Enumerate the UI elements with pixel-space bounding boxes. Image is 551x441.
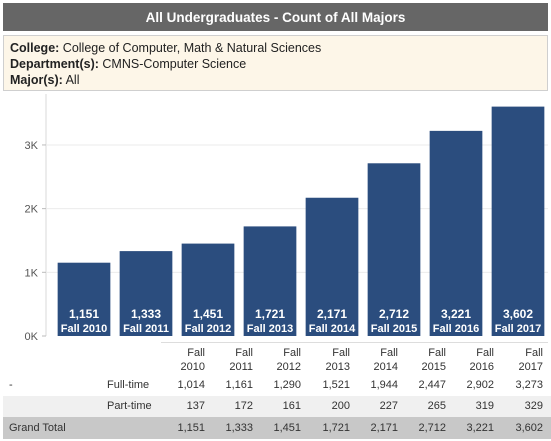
part-time-cell: 227 <box>379 400 398 412</box>
bar-value-label: 2,171 <box>317 307 347 321</box>
bar <box>367 163 421 336</box>
bar <box>181 243 235 336</box>
college-value: College of Computer, Math & Natural Scie… <box>62 41 322 55</box>
part-time-cell: 137 <box>186 400 205 412</box>
group-collapse-label[interactable]: - <box>9 379 13 391</box>
grand-total-cell: 3,602 <box>515 422 543 434</box>
year-header-year: 2011 <box>229 361 253 373</box>
part-time-cell: 200 <box>331 400 350 412</box>
grand-total-cell: 1,721 <box>322 422 350 434</box>
year-header-year: 2014 <box>373 361 398 373</box>
year-header-term: Fall <box>283 347 301 359</box>
department-filter: Department(s): CMNS-Computer Science <box>10 56 541 72</box>
year-header-term: Fall <box>187 347 205 359</box>
year-header-year: 2017 <box>518 361 543 373</box>
year-header: Fall 2010 <box>157 346 205 374</box>
year-header: Fall 2016 <box>446 346 494 374</box>
bar-value-label: 3,602 <box>503 307 533 321</box>
filter-summary: College: College of Computer, Math & Nat… <box>3 35 548 91</box>
year-header-term: Fall <box>525 347 543 359</box>
bar-value-label: 1,721 <box>255 307 285 321</box>
grand-total-cell: 3,221 <box>466 422 494 434</box>
year-header-term: Fall <box>235 347 253 359</box>
bar-value-label: 1,451 <box>193 307 223 321</box>
college-label: College: <box>10 41 60 55</box>
full-time-cell: 1,290 <box>273 379 301 391</box>
year-header: Fall 2017 <box>495 346 543 374</box>
year-header: Fall 2013 <box>302 346 350 374</box>
row-label-grand-total: Grand Total <box>9 422 66 434</box>
part-time-cell: 161 <box>282 400 301 412</box>
bar-category-label: Fall 2013 <box>247 323 293 335</box>
bar-category-label: Fall 2017 <box>495 323 541 335</box>
bar-value-label: 1,151 <box>69 307 99 321</box>
table-top-rule <box>161 342 548 343</box>
bar-category-label: Fall 2016 <box>433 323 479 335</box>
bar-category-label: Fall 2010 <box>61 323 107 335</box>
chart-title: All Undergraduates - Count of All Majors <box>3 3 548 31</box>
part-time-cell: 319 <box>475 400 494 412</box>
bar-category-label: Fall 2011 <box>123 323 169 335</box>
full-time-cell: 1,161 <box>225 379 253 391</box>
data-table: Fall 2010 Fall 2011 Fall 2012 Fall 2013 Fall 2014… <box>0 342 551 441</box>
row-label-part-time: Part-time <box>107 400 152 412</box>
table-row-part-time: Part-time 137 172 161 200 227 265 319 329 <box>3 396 551 417</box>
department-label: Department(s): <box>10 57 99 71</box>
year-header: Fall 2012 <box>253 346 301 374</box>
y-tick-label: 1K <box>25 267 39 279</box>
major-value: All <box>65 73 80 87</box>
full-time-cell: 2,902 <box>466 379 494 391</box>
full-time-cell: 1,521 <box>322 379 350 391</box>
year-header-year: 2013 <box>325 361 350 373</box>
year-header-year: 2016 <box>469 361 494 373</box>
grand-total-cell: 1,151 <box>177 422 205 434</box>
bar <box>119 251 173 336</box>
bar-value-label: 3,221 <box>441 307 471 321</box>
year-header-year: 2012 <box>276 361 301 373</box>
full-time-cell: 3,273 <box>515 379 543 391</box>
year-header: Fall 2014 <box>350 346 398 374</box>
bar-chart: 0K 1K 2K 3K 1,151 Fall 2010 1,333 Fall 2011 1,45… <box>25 94 548 343</box>
year-header-year: 2015 <box>421 361 446 373</box>
grand-total-cell: 2,712 <box>418 422 446 434</box>
grand-total-cell: 1,451 <box>273 422 301 434</box>
department-value: CMNS-Computer Science <box>102 57 247 71</box>
grand-total-cell: 1,333 <box>225 422 253 434</box>
year-header-term: Fall <box>380 347 398 359</box>
y-tick-label: 2K <box>25 204 39 216</box>
bar-chart-area: 0K 1K 2K 3K 1,151 Fall 2010 1,333 Fall 2011 1,45… <box>0 92 551 343</box>
bar <box>491 106 545 337</box>
row-label-full-time: Full-time <box>107 379 150 391</box>
part-time-cell: 265 <box>427 400 446 412</box>
part-time-cell: 172 <box>234 400 253 412</box>
part-time-cell: 329 <box>524 400 543 412</box>
major-label: Major(s): <box>10 73 63 87</box>
table-row-full-time: - Full-time 1,014 1,161 1,290 1,521 1,944 2,4… <box>3 375 551 396</box>
year-header: Fall 2011 <box>205 346 253 374</box>
bar-category-label: Fall 2014 <box>309 323 356 335</box>
bar-category-label: Fall 2012 <box>185 323 231 335</box>
table-row-grand-total: Grand Total 1,151 1,333 1,451 1,721 2,171 2,7… <box>3 417 551 439</box>
y-tick-label: 3K <box>25 140 39 152</box>
full-time-cell: 1,944 <box>370 379 398 391</box>
bar <box>57 262 111 336</box>
year-header-year: 2010 <box>180 361 205 373</box>
major-filter: Major(s): All <box>10 72 541 88</box>
full-time-cell: 2,447 <box>418 379 446 391</box>
year-header-term: Fall <box>476 347 494 359</box>
year-header-term: Fall <box>332 347 350 359</box>
bar <box>305 197 359 336</box>
bar <box>429 130 483 336</box>
bar-value-label: 1,333 <box>131 307 161 321</box>
bar <box>243 226 297 336</box>
bar-value-label: 2,712 <box>379 307 409 321</box>
college-filter: College: College of Computer, Math & Nat… <box>10 40 541 56</box>
bar-category-label: Fall 2015 <box>371 323 417 335</box>
year-header: Fall 2015 <box>398 346 446 374</box>
full-time-cell: 1,014 <box>177 379 205 391</box>
year-header-term: Fall <box>428 347 446 359</box>
grand-total-cell: 2,171 <box>370 422 398 434</box>
y-tick-label: 0K <box>25 331 39 342</box>
